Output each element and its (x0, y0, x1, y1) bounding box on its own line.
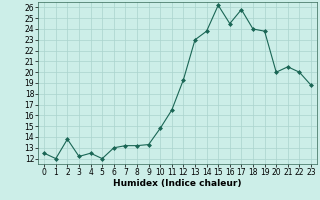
X-axis label: Humidex (Indice chaleur): Humidex (Indice chaleur) (113, 179, 242, 188)
